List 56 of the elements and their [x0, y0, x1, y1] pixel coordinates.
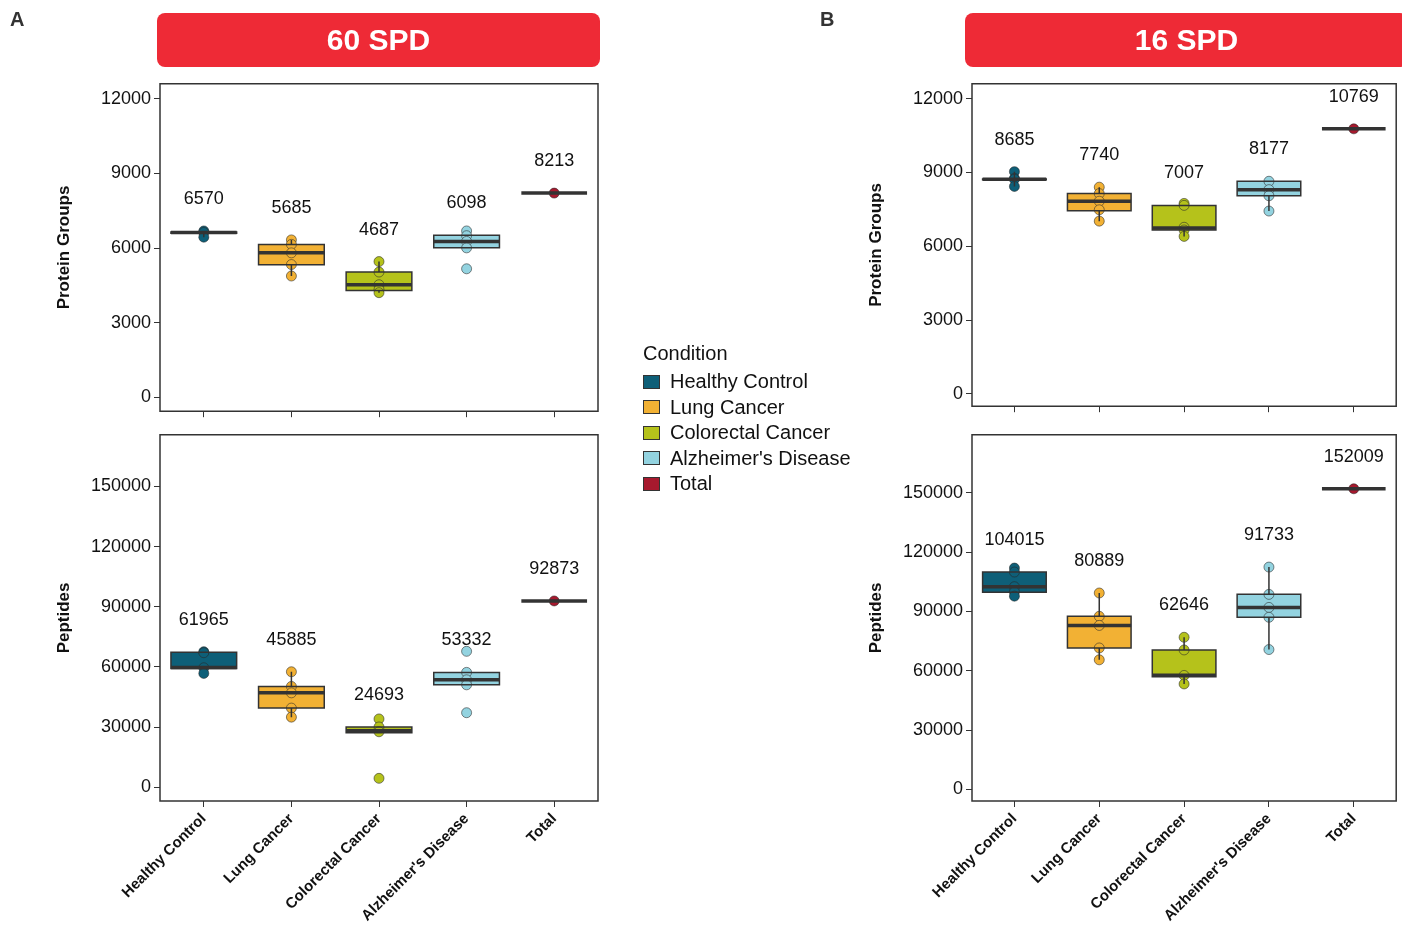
legend-label: Total	[670, 472, 713, 496]
annotation: 5685	[271, 196, 312, 217]
legend-label: Alzheimer's Disease	[670, 446, 851, 470]
y-axis-title: Protein Groups	[865, 183, 885, 307]
y-tick-label: 30000	[100, 716, 151, 737]
y-tick-label: 12000	[912, 87, 963, 108]
chart-title: 16 SPD	[965, 13, 1402, 67]
y-tick-label: 12000	[100, 87, 151, 108]
y-tick-label: 30000	[912, 718, 963, 739]
y-tick-label: 90000	[100, 595, 151, 616]
annotation: 61965	[178, 609, 229, 630]
y-tick-label: 60000	[100, 655, 151, 676]
legend-label: Colorectal Cancer	[670, 421, 831, 445]
annotation: 91733	[1243, 524, 1294, 545]
annotation: 6570	[183, 187, 224, 208]
annotation: 62646	[1159, 594, 1210, 615]
legend-title: Condition	[643, 342, 729, 365]
legend-label: Healthy Control	[670, 370, 808, 394]
annotation: 7740	[1079, 144, 1120, 165]
y-tick-label: 3000	[110, 311, 151, 332]
y-tick-label: 0	[140, 386, 151, 407]
annotation: 24693	[353, 683, 405, 704]
legend-label: Lung Cancer	[670, 395, 785, 419]
y-tick-label: 3000	[922, 309, 963, 330]
annotation: 104015	[984, 528, 1045, 549]
annotation: 7007	[1164, 162, 1205, 183]
annotation: 6098	[446, 192, 487, 213]
y-tick-label: 9000	[922, 161, 963, 182]
y-tick-label: 150000	[90, 475, 151, 496]
annotation: 8213	[534, 150, 575, 171]
annotation: 8177	[1248, 138, 1289, 159]
annotation: 4687	[358, 218, 400, 239]
y-tick-label: 9000	[110, 162, 151, 183]
annotation: 10769	[1328, 85, 1379, 106]
y-tick-label: 60000	[912, 659, 963, 680]
y-tick-label: 90000	[912, 600, 963, 621]
y-tick-label: 150000	[902, 481, 963, 502]
annotation: 45885	[266, 628, 317, 649]
text: B	[820, 8, 835, 31]
y-axis-title: Peptides	[53, 582, 73, 654]
y-tick-label: 0	[952, 778, 963, 799]
chart-title: 60 SPD	[157, 13, 600, 67]
y-tick-label: 120000	[90, 535, 151, 556]
text: A	[10, 8, 25, 31]
annotation: 80889	[1074, 549, 1125, 570]
y-tick-label: 6000	[110, 237, 151, 258]
y-tick-label: 0	[140, 776, 151, 797]
y-tick-label: 120000	[902, 541, 963, 562]
annotation: 8685	[994, 128, 1035, 149]
y-axis-title: Protein Groups	[53, 185, 73, 310]
y-axis-title: Peptides	[865, 582, 885, 654]
annotation: 92873	[529, 557, 580, 578]
y-tick-label: 6000	[922, 235, 963, 256]
y-tick-label: 0	[952, 382, 963, 403]
annotation: 152009	[1323, 445, 1384, 466]
annotation: 53332	[441, 629, 492, 650]
